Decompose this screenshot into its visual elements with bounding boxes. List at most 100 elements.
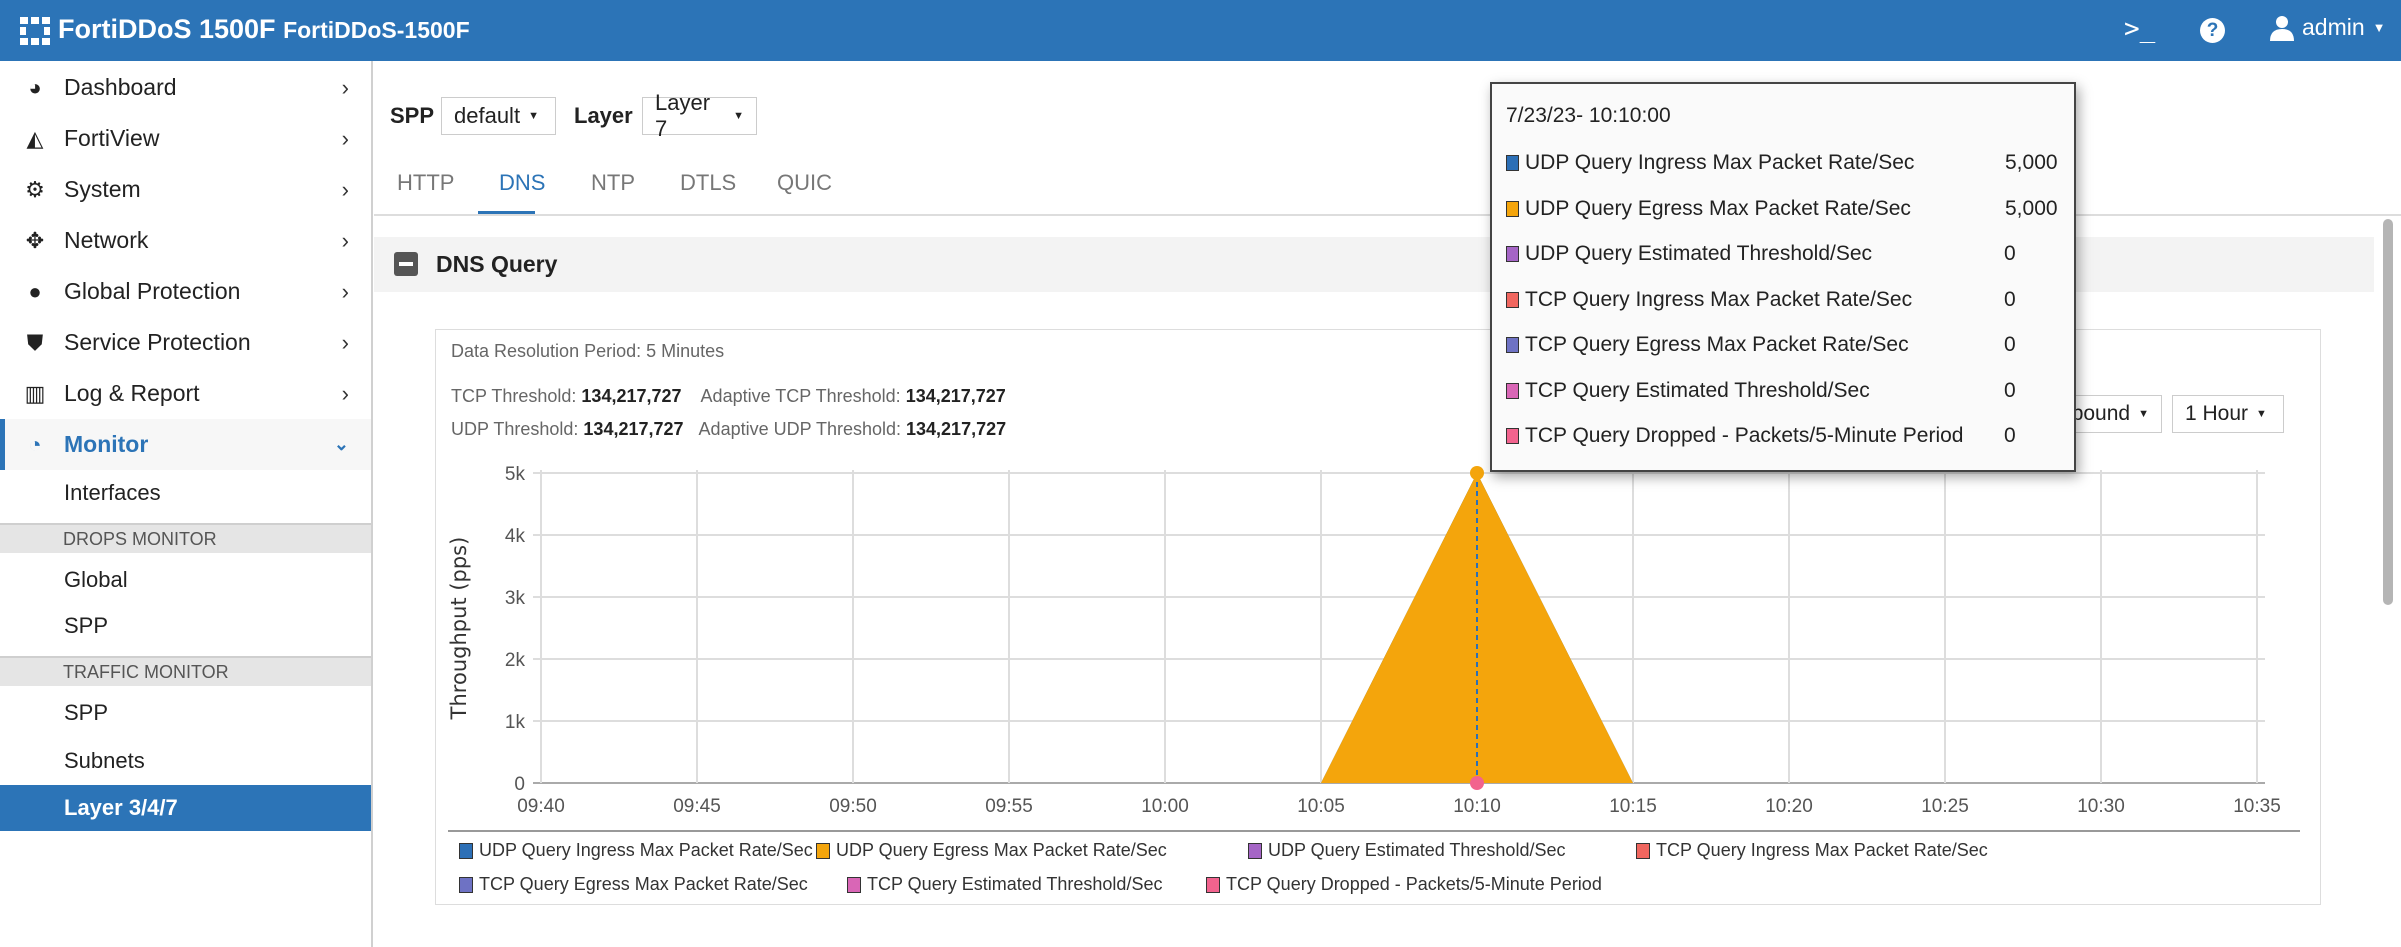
y-axis-label: Throughput (pps) (447, 537, 471, 721)
spp-value: default (454, 103, 521, 128)
hover-point-udp-egress (1470, 466, 1484, 480)
series-swatch (1506, 155, 1519, 171)
chevron-right-icon: › (341, 278, 349, 304)
caret-down-icon: ▼ (733, 110, 744, 122)
legend-item[interactable]: TCP Query Estimated Threshold/Sec (847, 874, 1162, 895)
hostname: FortiDDoS-1500F (283, 17, 470, 43)
legend-label: UDP Query Egress Max Packet Rate/Sec (836, 840, 1167, 860)
chart-tooltip: 7/23/23- 10:10:00 UDP Query Ingress Max … (1490, 82, 2076, 472)
collapse-icon[interactable] (394, 252, 418, 276)
adaptive-udp-value: 134,217,727 (906, 419, 1007, 439)
x-tick-label: 09:55 (985, 796, 1033, 817)
tab-ntp[interactable]: NTP (591, 170, 635, 195)
sidebar-subitem-interfaces[interactable]: Interfaces (64, 480, 161, 505)
scrollbar-thumb[interactable] (2383, 219, 2393, 605)
legend-label: TCP Query Estimated Threshold/Sec (867, 874, 1163, 894)
tooltip-value: 0 (2004, 378, 2016, 402)
username: admin (2302, 14, 2365, 40)
adaptive-tcp-value: 134,217,727 (905, 386, 1006, 406)
sidebar-item-dashboard[interactable]: ◕ Dashboard › (0, 62, 371, 113)
product-name: FortiDDoS 1500F (58, 14, 276, 44)
user-menu[interactable]: admin ▼ (2270, 14, 2386, 41)
sidebar-item-global-protection[interactable]: ● Global Protection › (0, 266, 371, 317)
sidebar-item-fortiview[interactable]: ◭ FortiView › (0, 113, 371, 164)
sidebar-item-log-report[interactable]: ▥ Log & Report › (0, 368, 371, 419)
sidebar-subitem-subnets[interactable]: Subnets (64, 748, 145, 773)
tab-http[interactable]: HTTP (397, 170, 455, 195)
sidebar-label: Log & Report (64, 380, 200, 406)
period-select[interactable]: 1 Hour ▼ (2172, 395, 2284, 433)
user-icon (2270, 15, 2294, 41)
sidebar-item-system[interactable]: ⚙ System › (0, 164, 371, 215)
tooltip-label: TCP Query Egress Max Packet Rate/Sec (1525, 333, 1909, 356)
legend-swatch (459, 876, 473, 893)
sidebar-label: Global Protection (64, 278, 241, 304)
sidebar-item-network[interactable]: ✥ Network › (0, 215, 371, 266)
tooltip-row: UDP Query Estimated Threshold/Sec (1506, 242, 1872, 266)
tcp-threshold-value: 134,217,727 (581, 386, 682, 406)
x-tick-label: 10:35 (2233, 796, 2281, 817)
y-tick-label: 2k (505, 650, 526, 671)
hover-point-tcp-dropped (1470, 776, 1484, 790)
legend-item[interactable]: UDP Query Egress Max Packet Rate/Sec (816, 840, 1167, 861)
sidebar-label: Dashboard (64, 74, 177, 100)
legend-item[interactable]: TCP Query Egress Max Packet Rate/Sec (459, 874, 808, 895)
globe-icon: ● (28, 278, 42, 304)
legend-label: UDP Query Ingress Max Packet Rate/Sec (479, 840, 813, 860)
resolution-label: Data Resolution Period: 5 Minutes (451, 341, 725, 361)
tooltip-row: TCP Query Dropped - Packets/5-Minute Per… (1506, 424, 1963, 448)
chevron-down-icon: ⌄ (333, 434, 349, 454)
caret-down-icon: ▼ (2372, 20, 2386, 35)
tooltip-label: TCP Query Estimated Threshold/Sec (1525, 378, 1870, 402)
sidebar-subitem-drops-global[interactable]: Global (64, 567, 128, 592)
sidebar-subitem-layer-347[interactable]: Layer 3/4/7 (0, 785, 371, 831)
legend-item[interactable]: UDP Query Estimated Threshold/Sec (1248, 840, 1565, 861)
terminal-icon[interactable]: >_ (2124, 14, 2156, 44)
tooltip-row: TCP Query Estimated Threshold/Sec (1506, 379, 1870, 403)
gear-icon: ⚙ (25, 176, 45, 202)
spp-select[interactable]: default ▼ (441, 97, 556, 135)
tooltip-label: UDP Query Egress Max Packet Rate/Sec (1525, 196, 1911, 220)
tooltip-row: TCP Query Ingress Max Packet Rate/Sec (1506, 288, 1912, 312)
shield-icon: ⛊ (26, 329, 44, 355)
chart-container (435, 329, 2321, 905)
legend-divider (448, 830, 2300, 832)
layer-value: Layer 7 (655, 90, 711, 141)
caret-down-icon: ▼ (2256, 408, 2267, 420)
layer-select[interactable]: Layer 7 ▼ (642, 90, 757, 141)
caret-down-icon: ▼ (528, 110, 539, 122)
legend-item[interactable]: UDP Query Ingress Max Packet Rate/Sec (459, 840, 813, 861)
series-swatch (1506, 246, 1519, 262)
caret-down-icon: ▼ (2138, 408, 2149, 420)
active-tab-underline (478, 211, 535, 214)
question-circle-icon[interactable]: ? (2200, 18, 2225, 43)
x-tick-label: 09:45 (673, 796, 721, 817)
tooltip-value: 0 (2004, 242, 2016, 265)
legend-item[interactable]: TCP Query Ingress Max Packet Rate/Sec (1636, 840, 1988, 861)
sidebar-subitem-drops-spp[interactable]: SPP (64, 613, 109, 638)
sidebar-item-service-protection[interactable]: ⛊ Service Protection › (0, 317, 371, 368)
sidebar-subitem-traffic-spp[interactable]: SPP (64, 700, 109, 725)
tab-quic[interactable]: QUIC (777, 170, 832, 195)
pie-chart-icon: ◔ (28, 431, 42, 457)
section-header-drops-monitor: DROPS MONITOR (0, 523, 371, 553)
series-swatch (1506, 428, 1519, 444)
legend-item[interactable]: TCP Query Dropped - Packets/5-Minute Per… (1206, 874, 1602, 895)
tab-dns[interactable]: DNS (499, 170, 546, 195)
arrows-icon: ✥ (25, 227, 45, 253)
area-chart-icon: ◭ (26, 125, 44, 151)
section-header-traffic-monitor: TRAFFIC MONITOR (0, 656, 371, 686)
sidebar-item-monitor[interactable]: ◔ Monitor ⌄ (0, 419, 371, 470)
tooltip-value: 0 (2004, 287, 2016, 311)
tooltip-row: UDP Query Ingress Max Packet Rate/Sec (1506, 151, 1914, 175)
layer-label: Layer (574, 103, 633, 128)
x-tick-label: 10:15 (1609, 796, 1657, 817)
tcp-thresholds: TCP Threshold: 134,217,727 Adaptive TCP … (451, 386, 1006, 407)
tooltip-row: TCP Query Egress Max Packet Rate/Sec (1506, 333, 1909, 357)
series-swatch (1506, 200, 1519, 217)
x-tick-label: 10:30 (2077, 796, 2125, 817)
tooltip-time: 7/23/23- 10:10:00 (1506, 104, 1671, 127)
sidebar-label: Monitor (64, 431, 149, 457)
tab-dtls[interactable]: DTLS (680, 170, 737, 195)
